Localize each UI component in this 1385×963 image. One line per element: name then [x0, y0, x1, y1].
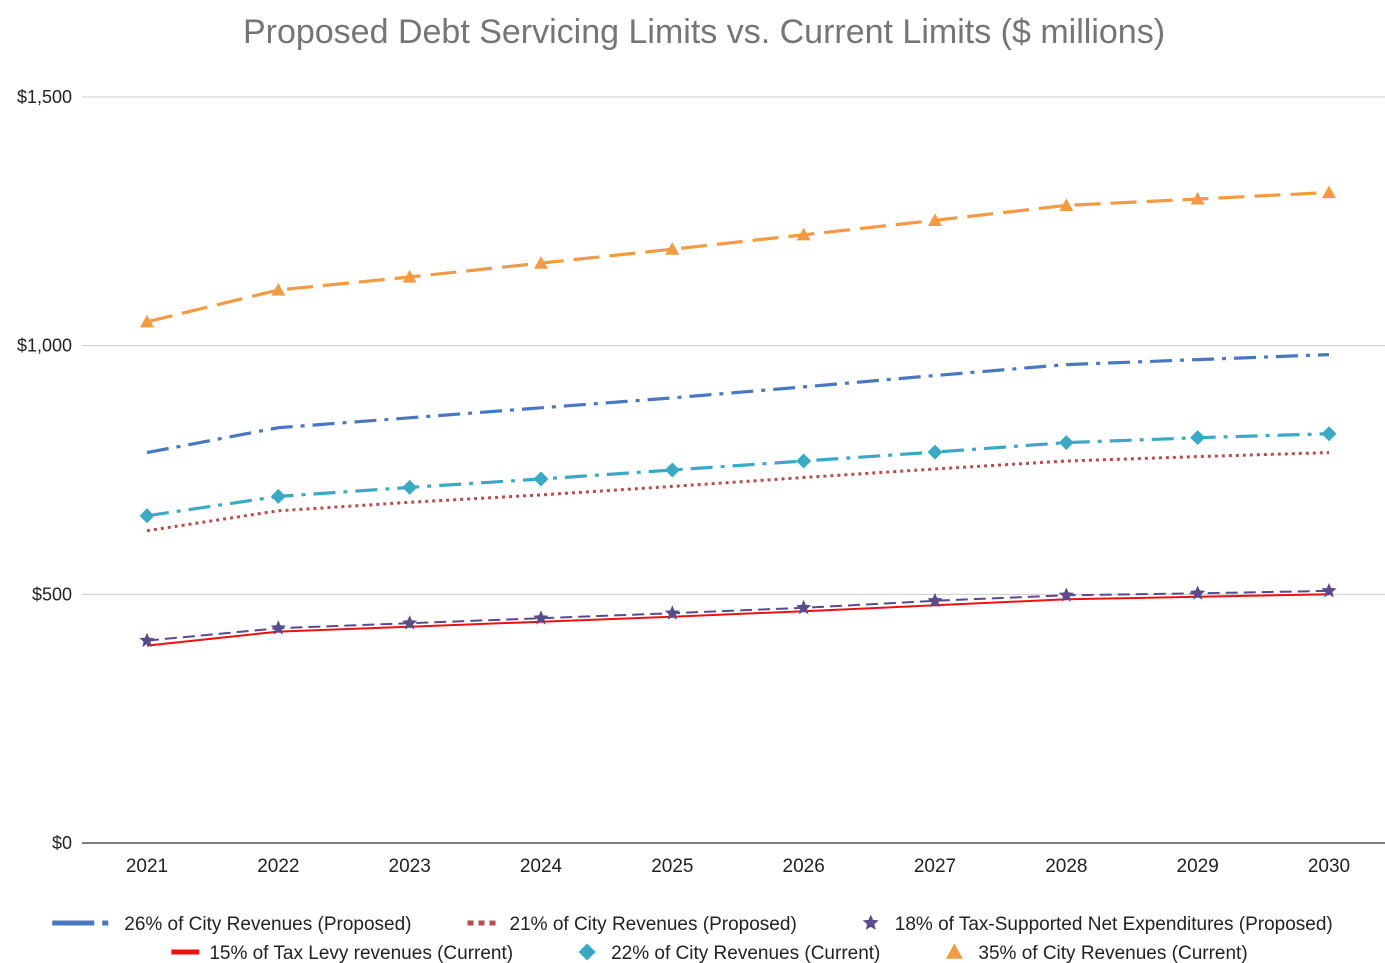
legend-marker-star [862, 914, 879, 930]
y-tick-label: $500 [32, 584, 72, 604]
x-tick-label: 2025 [651, 856, 693, 877]
x-tick-label: 2024 [520, 856, 563, 877]
y-tick-label: $0 [52, 833, 72, 853]
x-tick-label: 2022 [257, 856, 299, 877]
legend-swatch-22-of-city-revenues-current [578, 943, 596, 961]
data-point-35-of-city-revenues-current-2028 [1059, 198, 1074, 212]
legend-marker-diamond [578, 943, 596, 961]
data-point-22-of-city-revenues-current-2030 [1321, 426, 1337, 442]
legend-label-26-of-city-revenues-proposed: 26% of City Revenues (Proposed) [124, 914, 411, 935]
data-point-18-of-tax-supported-net-expenditures-proposed-2029 [1190, 585, 1206, 600]
data-point-35-of-city-revenues-current-2023 [402, 270, 417, 283]
data-point-18-of-tax-supported-net-expenditures-proposed-2026 [796, 599, 812, 615]
series-markers [139, 185, 1337, 648]
legend-swatch-18-of-tax-supported-net-expenditures-proposed [862, 914, 879, 930]
x-tick-label: 2028 [1045, 856, 1087, 877]
data-point-22-of-city-revenues-current-2024 [533, 471, 549, 487]
legend-label-15-of-tax-levy-revenues-current: 15% of Tax Levy revenues (Current) [209, 943, 513, 963]
legend-marker-triangle [945, 943, 963, 959]
x-tick-label: 2023 [389, 856, 431, 877]
data-point-22-of-city-revenues-current-2026 [796, 453, 812, 469]
chart-title: Proposed Debt Servicing Limits vs. Curre… [243, 13, 1165, 51]
data-point-18-of-tax-supported-net-expenditures-proposed-2024 [533, 610, 549, 625]
axes: $0 $500 $1,000 $1,500 2021 2022 2023 2024 2025 20… [17, 87, 1385, 877]
x-tick-label: 2030 [1308, 856, 1350, 877]
legend-row: 15% of Tax Levy revenues (Current) 22% of… [171, 943, 1248, 963]
data-point-22-of-city-revenues-current-2027 [927, 444, 943, 460]
series-line-21-of-city-revenues-proposed [146, 451, 1330, 533]
data-point-18-of-tax-supported-net-expenditures-proposed-2030 [1321, 582, 1337, 598]
data-point-35-of-city-revenues-current-2030 [1322, 185, 1336, 199]
data-point-35-of-city-revenues-current-2029 [1190, 191, 1205, 205]
y-tick-label: $1,500 [17, 87, 72, 107]
data-point-35-of-city-revenues-current-2024 [534, 256, 548, 269]
legend-label-21-of-city-revenues-proposed: 21% of City Revenues (Proposed) [510, 914, 797, 935]
data-point-22-of-city-revenues-current-2022 [270, 488, 286, 504]
legend: 26% of City Revenues (Proposed) 21% of Ci… [52, 914, 1333, 963]
series-line-15-of-tax-levy-revenues-current [146, 593, 1330, 647]
data-point-18-of-tax-supported-net-expenditures-proposed-2028 [1058, 587, 1074, 602]
series-line-26-of-city-revenues-proposed [146, 353, 1330, 455]
data-point-35-of-city-revenues-current-2027 [928, 213, 942, 226]
x-tick-label: 2026 [783, 856, 825, 877]
data-point-35-of-city-revenues-current-2022 [271, 282, 286, 296]
x-tick-label: 2029 [1177, 856, 1219, 877]
data-point-35-of-city-revenues-current-2026 [796, 227, 811, 241]
x-tick-label: 2027 [914, 856, 956, 877]
data-point-18-of-tax-supported-net-expenditures-proposed-2025 [664, 605, 680, 620]
data-point-22-of-city-revenues-current-2028 [1058, 435, 1074, 451]
legend-row: 26% of City Revenues (Proposed) 21% of Ci… [52, 914, 1333, 935]
data-point-22-of-city-revenues-current-2021 [139, 508, 155, 524]
series-line-22-of-city-revenues-current [146, 432, 1330, 518]
legend-label-35-of-city-revenues-current: 35% of City Revenues (Current) [978, 943, 1247, 963]
data-point-18-of-tax-supported-net-expenditures-proposed-2022 [270, 620, 286, 635]
legend-label-18-of-tax-supported-net-expenditures-proposed: 18% of Tax-Supported Net Expenditures (P… [895, 914, 1333, 935]
gridlines [82, 96, 1385, 595]
data-point-35-of-city-revenues-current-2025 [665, 242, 680, 255]
legend-label-22-of-city-revenues-current: 22% of City Revenues (Current) [611, 943, 880, 963]
y-tick-label: $1,000 [17, 336, 72, 356]
data-point-22-of-city-revenues-current-2029 [1190, 430, 1206, 446]
data-point-18-of-tax-supported-net-expenditures-proposed-2023 [402, 615, 418, 630]
data-point-22-of-city-revenues-current-2025 [664, 462, 680, 478]
data-point-18-of-tax-supported-net-expenditures-proposed-2021 [139, 632, 155, 648]
legend-swatch-35-of-city-revenues-current [945, 943, 963, 959]
series-lines [146, 190, 1330, 647]
data-point-22-of-city-revenues-current-2023 [402, 479, 418, 495]
series-line-35-of-city-revenues-current [146, 190, 1330, 324]
data-point-35-of-city-revenues-current-2021 [140, 314, 154, 328]
data-point-18-of-tax-supported-net-expenditures-proposed-2027 [927, 592, 943, 608]
x-tick-label: 2021 [126, 856, 168, 877]
